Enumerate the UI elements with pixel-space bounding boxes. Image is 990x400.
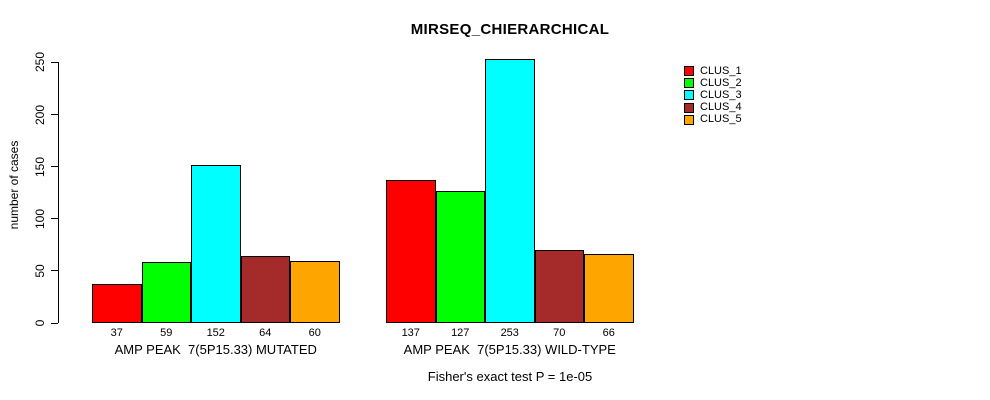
y-tick-label: 200 (33, 104, 47, 125)
bar-value-label: 60 (308, 327, 321, 339)
bar-clus_4-group2 (534, 250, 584, 323)
legend-item-clus_2: CLUS_2 (684, 77, 742, 89)
y-tick-label: 250 (33, 52, 47, 73)
bar-clus_2-group2 (435, 190, 485, 323)
y-axis-tick (51, 322, 58, 324)
bar-value-label: 64 (259, 327, 272, 339)
legend-label: CLUS_2 (700, 76, 742, 89)
bar-clus_5-group1 (290, 260, 340, 323)
bar-clus_2-group1 (141, 261, 191, 323)
y-axis-line (58, 62, 59, 323)
legend-item-clus_3: CLUS_3 (684, 89, 742, 101)
legend-swatch-clus_1 (684, 66, 694, 77)
bar-value-label: 152 (206, 327, 225, 339)
bar-value-label: 59 (160, 327, 173, 339)
legend-label: CLUS_3 (700, 88, 742, 101)
x-group-label: AMP PEAK 7(5P15.33) MUTATED (114, 342, 317, 357)
legend-swatch-clus_5 (684, 114, 694, 125)
bar-clus_3-group1 (191, 164, 241, 323)
legend-item-clus_1: CLUS_1 (684, 65, 742, 77)
legend-swatch-clus_4 (684, 102, 694, 113)
legend-swatch-clus_3 (684, 90, 694, 101)
legend-item-clus_5: CLUS_5 (684, 114, 742, 126)
legend-label: CLUS_1 (700, 64, 742, 77)
y-axis-tick (51, 166, 58, 168)
y-tick-label: 50 (33, 264, 47, 278)
legend-label: CLUS_4 (700, 101, 742, 114)
y-axis-tick (51, 61, 58, 63)
x-group-label: AMP PEAK 7(5P15.33) WILD-TYPE (403, 342, 616, 357)
legend: CLUS_1 CLUS_2 CLUS_3 CLUS_4 CLUS_5 (684, 65, 742, 126)
y-axis-label: number of cases (7, 140, 21, 230)
bar-clus_3-group2 (485, 59, 535, 323)
bar-clus_1-group1 (92, 284, 142, 323)
y-tick-label: 0 (33, 319, 47, 327)
y-tick-label: 150 (33, 156, 47, 177)
chart-title: MIRSEQ_CHIERARCHICAL (410, 21, 610, 38)
bar-value-label: 70 (553, 327, 566, 339)
legend-label: CLUS_5 (700, 113, 742, 126)
legend-item-clus_4: CLUS_4 (684, 102, 742, 114)
y-axis-tick (51, 218, 58, 220)
y-tick-label: 100 (33, 208, 47, 229)
bar-value-label: 253 (500, 327, 519, 339)
bar-value-label: 137 (401, 327, 420, 339)
bar-clus_4-group1 (240, 256, 290, 323)
y-axis-tick (51, 270, 58, 272)
bar-value-label: 66 (602, 327, 615, 339)
legend-swatch-clus_2 (684, 78, 694, 89)
bar-value-label: 127 (451, 327, 470, 339)
bar-clus_1-group2 (386, 180, 436, 323)
caption-fishers-test: Fisher's exact test P = 1e-05 (427, 369, 593, 384)
bar-clus_5-group2 (584, 254, 634, 323)
bar-value-label: 37 (110, 327, 123, 339)
y-axis-tick (51, 114, 58, 115)
